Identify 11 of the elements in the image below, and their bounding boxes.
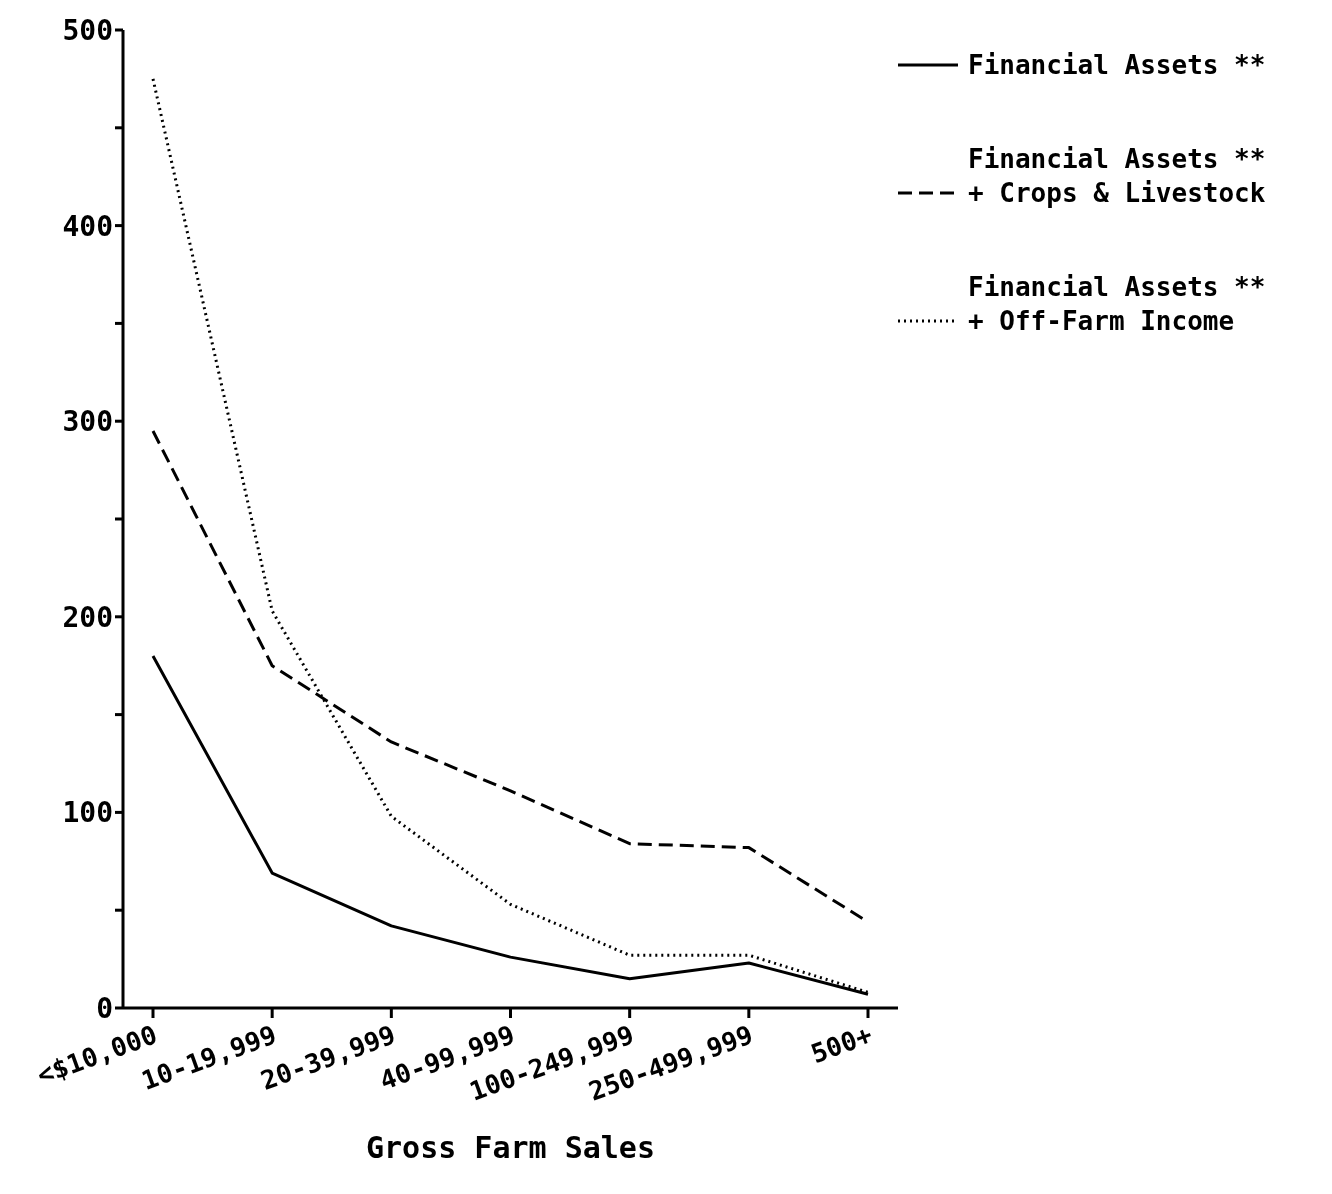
- x-axis-title: Gross Farm Sales: [366, 1130, 655, 1165]
- y-tick-label: 500: [62, 13, 113, 47]
- legend-label: Financial Assets ** + Off-Farm Income: [968, 271, 1266, 338]
- y-tick-label: 400: [62, 209, 113, 243]
- legend-label: Financial Assets **: [968, 49, 1266, 82]
- y-tick-label: 200: [62, 600, 113, 634]
- y-tick-label: 0: [96, 991, 113, 1025]
- x-tick-label: 500+: [806, 1019, 877, 1070]
- y-tick-label: 300: [62, 405, 113, 439]
- legend-label: Financial Assets ** + Crops & Livestock: [968, 143, 1266, 210]
- y-tick-label: 100: [62, 796, 113, 830]
